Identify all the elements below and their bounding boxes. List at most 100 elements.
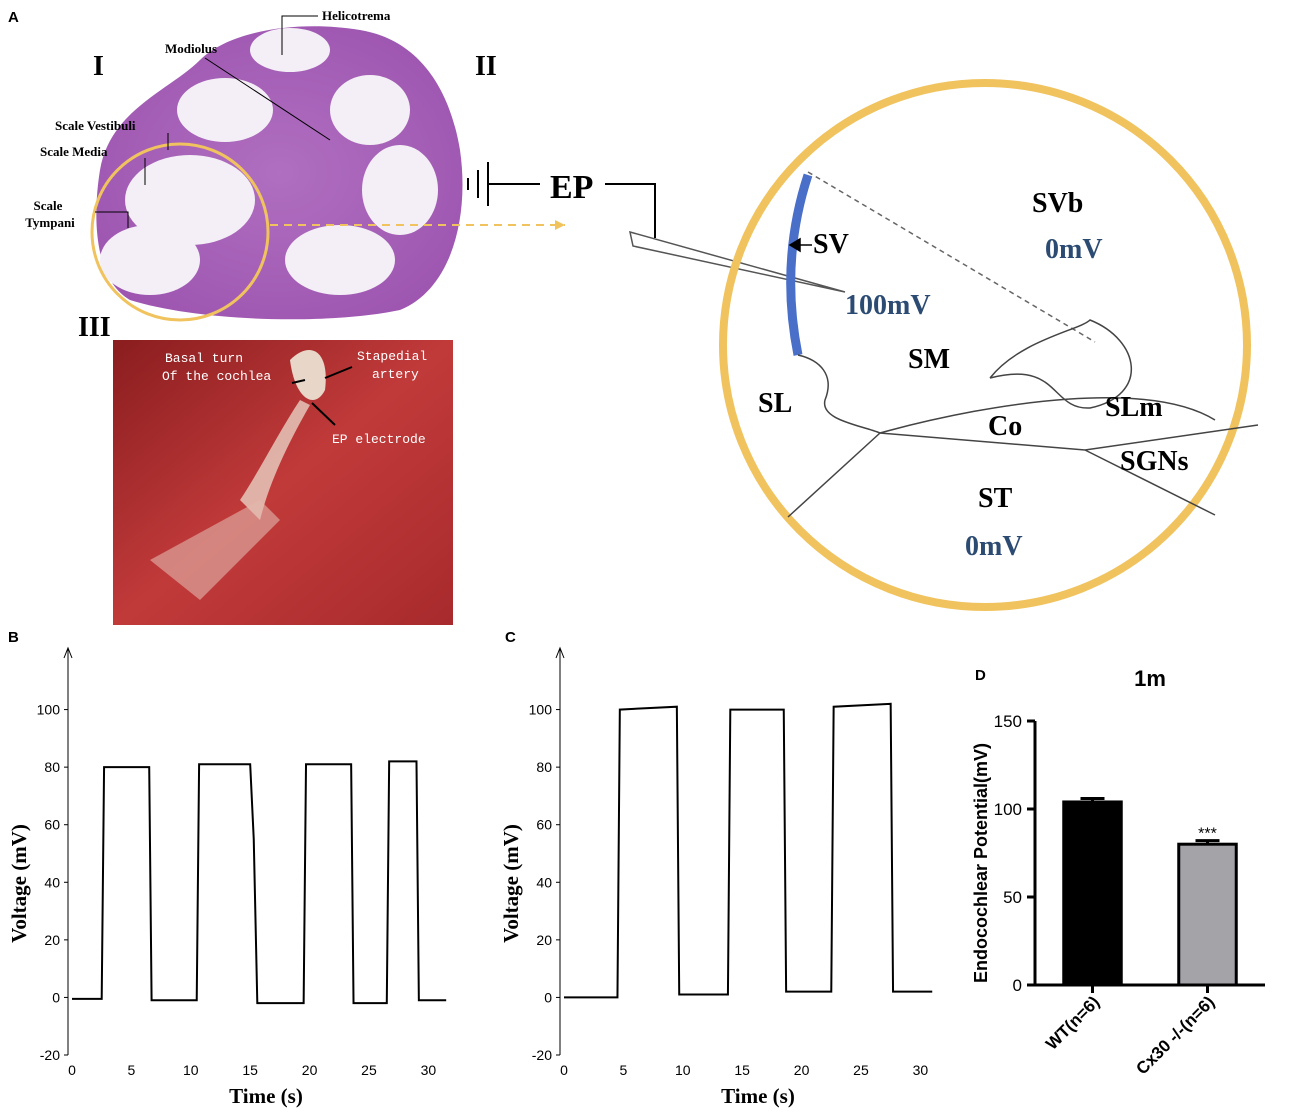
photo (113, 340, 453, 625)
y-tick-label: -20 (532, 1047, 552, 1063)
region-label: II (475, 51, 497, 82)
error-bar (1080, 796, 1105, 802)
photo-bg (113, 340, 453, 625)
photo-label: Basal turn (165, 351, 243, 366)
photo-label: EP electrode (332, 432, 426, 447)
x-axis-label: Time (s) (721, 1084, 795, 1108)
y-tick-label: 50 (1003, 888, 1022, 907)
leader-lines (95, 15, 331, 228)
panel-label: C (505, 629, 516, 646)
trace (72, 760, 447, 1005)
lumen (362, 145, 438, 235)
lumen (177, 78, 273, 142)
label: SGNs (1120, 446, 1189, 477)
label: Scale (34, 198, 63, 213)
photo-detail (290, 350, 326, 400)
potential: 0mV (965, 531, 1023, 562)
label: SM (908, 344, 950, 375)
label: SVb (1032, 188, 1083, 219)
x-tick-label: 10 (183, 1062, 199, 1078)
y-tick-label: 80 (536, 759, 552, 775)
y-tick-label: 80 (44, 759, 60, 775)
x-tick-label: 5 (127, 1062, 135, 1078)
label: SV (813, 229, 849, 260)
y-axis-label: Endocochlear Potential(mV) (971, 743, 991, 983)
y-tick-label: 60 (44, 817, 60, 833)
potential: 0mV (1045, 234, 1103, 265)
photo-label: Stapedial (357, 349, 427, 364)
x-tick-label: 5 (619, 1062, 627, 1078)
x-tick-label: 20 (794, 1062, 810, 1078)
reissner (807, 171, 1096, 343)
y-tick-label: 0 (544, 989, 552, 1005)
y-tick-label: 100 (37, 702, 61, 718)
schematic (467, 79, 1259, 611)
x-tick-label: 10 (675, 1062, 691, 1078)
chart-title: 1m (1134, 666, 1166, 691)
photo-detail (240, 400, 310, 520)
y-axis-label: Voltage (mV) (7, 824, 31, 943)
x-tick-label: 25 (361, 1062, 377, 1078)
photo-detail (150, 500, 280, 600)
potential: 100mV (845, 290, 931, 321)
panel-label: B (8, 629, 19, 646)
x-tick-label: Cx30 -/-(n=6) (1132, 992, 1218, 1078)
x-tick-label: 15 (242, 1062, 258, 1078)
x-axis-label: Time (s) (229, 1084, 303, 1108)
y-tick-label: 100 (994, 800, 1022, 819)
photo-label: Of the cochlea (162, 369, 271, 384)
electrode-wire (605, 183, 656, 238)
photo-arrows (291, 366, 353, 426)
x-tick-label: 15 (734, 1062, 750, 1078)
label: Scale Vestibuli (55, 118, 136, 133)
histology (90, 15, 565, 322)
y-tick-label: -20 (40, 1047, 60, 1063)
y-tick-label: 0 (52, 989, 60, 1005)
bar (1062, 800, 1123, 987)
arrow-head (555, 220, 565, 230)
y-tick-label: 60 (536, 817, 552, 833)
zoom-circle (90, 142, 270, 322)
label: Scale Media (40, 144, 108, 159)
label: SLm (1105, 392, 1163, 423)
ground-symbol (467, 162, 540, 206)
electrode-label: EP (550, 169, 593, 206)
sv-arrow (788, 237, 812, 253)
y-tick-label: 40 (44, 874, 60, 890)
y-axis (63, 646, 73, 1055)
y-tick-label: 0 (1013, 976, 1022, 995)
cochlear-structures (787, 319, 1259, 518)
label: Helicotrema (322, 8, 391, 23)
bar (1177, 842, 1238, 987)
lumen (330, 75, 410, 145)
trace (564, 702, 933, 999)
y-axis-label: Voltage (mV) (499, 824, 523, 943)
x-tick-label: 30 (913, 1062, 929, 1078)
stria-vascularis (786, 173, 813, 356)
x-tick-label: 0 (560, 1062, 568, 1078)
y-tick-label: 40 (536, 874, 552, 890)
y-axis (555, 646, 565, 1055)
y-tick-label: 20 (536, 932, 552, 948)
label: Co (988, 411, 1022, 442)
x-tick-label: WT(n=6) (1042, 992, 1103, 1053)
x-tick-label: 20 (302, 1062, 318, 1078)
label: SL (758, 388, 792, 419)
label: Tympani (25, 215, 75, 230)
significance: *** (1198, 826, 1217, 843)
photo-label: artery (372, 367, 419, 382)
lumen (285, 225, 395, 295)
region-label: III (78, 312, 111, 343)
zoom-circle (719, 79, 1251, 611)
region-label: I (93, 51, 104, 82)
lumen (125, 155, 255, 245)
y-tick-label: 150 (994, 712, 1022, 731)
lumen (100, 225, 200, 295)
x-tick-label: 0 (68, 1062, 76, 1078)
panel-label: A (8, 9, 19, 26)
panel-label: D (975, 667, 986, 684)
lumen (250, 28, 330, 72)
x-tick-label: 30 (421, 1062, 437, 1078)
label: ST (978, 483, 1013, 514)
